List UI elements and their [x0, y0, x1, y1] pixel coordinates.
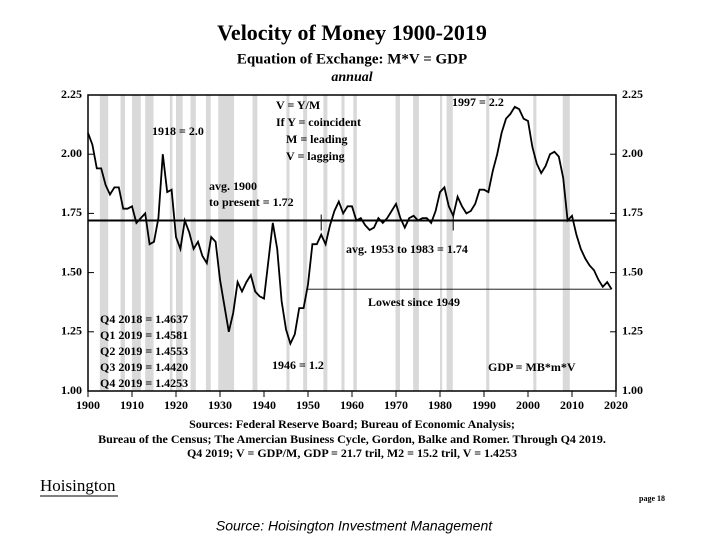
y2-tick-label: 1.25 [622, 324, 643, 338]
recession-band [395, 95, 400, 391]
y2-tick-label: 1.00 [622, 383, 643, 397]
x-tick-label: 1950 [296, 398, 320, 412]
y2-tick-label: 1.75 [622, 205, 643, 219]
recession-band [286, 95, 290, 391]
source-line: Bureau of the Census; The Amercian Busin… [98, 432, 606, 446]
annotation: Lowest since 1949 [368, 295, 460, 309]
recession-band [132, 95, 141, 391]
logo: Hoisington [40, 476, 116, 495]
x-tick-label: 1970 [384, 398, 408, 412]
recession-band [99, 95, 109, 391]
recession-band [169, 95, 173, 391]
y-tick-label: 1.00 [61, 383, 82, 397]
annotation: 1918 = 2.0 [152, 124, 204, 138]
annotation: 1946 = 1.2 [272, 358, 324, 372]
quarterly-value: Q3 2019 = 1.4420 [100, 360, 188, 374]
y-tick-label: 1.25 [61, 324, 82, 338]
quarterly-value: Q1 2019 = 1.4581 [100, 328, 188, 342]
y2-tick-label: 2.00 [622, 146, 643, 160]
y-tick-label: 1.75 [61, 205, 82, 219]
recession-band [205, 95, 211, 391]
annotation: 1997 = 2.2 [452, 95, 504, 109]
y-tick-label: 2.25 [61, 87, 82, 101]
recession-band [486, 95, 490, 391]
recession-band [252, 95, 258, 391]
series-line [87, 105, 613, 347]
y2-tick-label: 2.25 [622, 87, 643, 101]
x-tick-label: 2010 [560, 398, 584, 412]
recession-band [218, 95, 235, 391]
annotation: GDP = MB*m*V [488, 360, 576, 374]
annotation: M = leading [286, 132, 348, 146]
x-tick-label: 2020 [604, 398, 628, 412]
caption: Source: Hoisington Investment Management [216, 518, 493, 534]
x-tick-label: 1920 [164, 398, 188, 412]
page-number: page 18 [639, 494, 665, 503]
quarterly-value: Q4 2019 = 1.4253 [100, 376, 188, 390]
x-tick-label: 1930 [208, 398, 232, 412]
source-line: Q4 2019; V = GDP/M, GDP = 21.7 tril, M2 … [187, 446, 517, 460]
recession-band [353, 95, 357, 391]
x-tick-label: 1910 [120, 398, 144, 412]
y2-tick-label: 1.50 [622, 264, 643, 278]
annotation: to present = 1.72 [209, 195, 294, 209]
recession-band [120, 95, 125, 391]
annotation: If Y = coincident [276, 115, 361, 129]
annotation: avg. 1900 [209, 179, 257, 193]
quarterly-value: Q4 2018 = 1.4637 [100, 312, 188, 326]
y-tick-label: 2.00 [61, 146, 82, 160]
annotation: avg. 1953 to 1983 = 1.74 [346, 242, 468, 256]
frequency: annual [331, 70, 372, 85]
recession-band [341, 95, 345, 391]
recession-band [533, 95, 537, 391]
recession-band [303, 95, 308, 391]
recession-band [413, 95, 419, 391]
quarterly-value: Q2 2019 = 1.4553 [100, 344, 188, 358]
chart-subtitle: Equation of Exchange: M*V = GDP [237, 51, 467, 67]
annotation: V = Y/M [276, 98, 320, 112]
recession-band [446, 95, 453, 391]
recession-band [562, 95, 570, 391]
annotation: V = lagging [286, 149, 345, 163]
chart-title: Velocity of Money 1900-2019 [217, 20, 487, 45]
x-tick-label: 1940 [252, 398, 276, 412]
x-tick-label: 2000 [516, 398, 540, 412]
recession-band [440, 95, 443, 391]
x-tick-label: 1900 [76, 398, 100, 412]
x-tick-label: 1980 [428, 398, 452, 412]
recession-band [190, 95, 196, 391]
recession-band [176, 95, 183, 391]
x-tick-label: 1960 [340, 398, 364, 412]
x-tick-label: 1990 [472, 398, 496, 412]
source-line: Sources: Federal Reserve Board; Bureau o… [189, 417, 515, 431]
plot: 1.00 1.00 1.25 1.25 1.50 1.50 1.75 1.75 2.00 2.00… [61, 87, 643, 412]
y-tick-label: 1.50 [61, 264, 82, 278]
